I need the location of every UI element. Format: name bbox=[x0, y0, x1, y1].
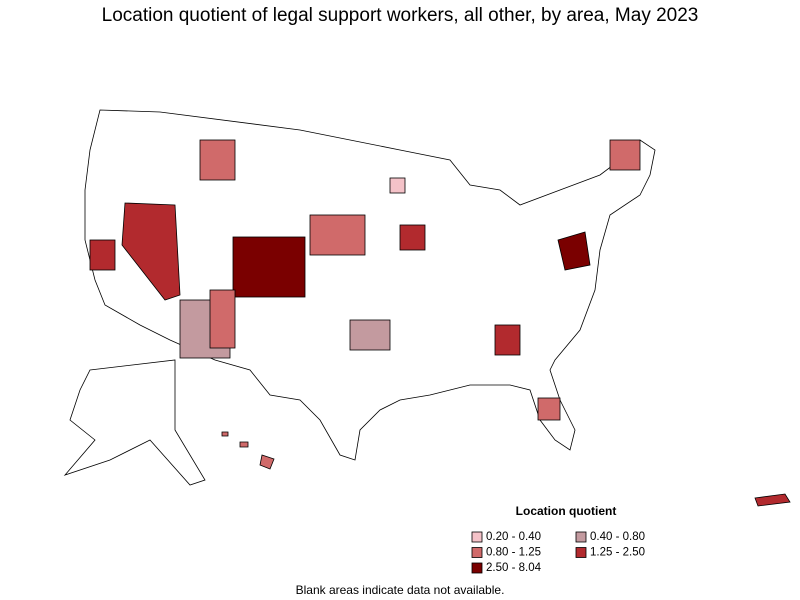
alaska bbox=[63, 359, 206, 486]
region bbox=[89, 239, 116, 271]
region bbox=[199, 139, 236, 181]
map-title: Location quotient of legal support worke… bbox=[102, 5, 699, 26]
puerto-rico bbox=[754, 493, 791, 507]
legend-swatch bbox=[575, 547, 587, 558]
us-map bbox=[63, 109, 791, 507]
legend-label: 0.40 - 0.80 bbox=[590, 531, 645, 543]
region bbox=[309, 214, 366, 256]
region bbox=[121, 202, 181, 301]
region bbox=[609, 139, 641, 171]
legend-swatch bbox=[575, 531, 587, 543]
legend-label: 1.25 - 2.50 bbox=[590, 547, 645, 559]
hawaii bbox=[221, 431, 275, 470]
region bbox=[209, 289, 236, 349]
footnote: Blank areas indicate data not available. bbox=[296, 583, 505, 597]
legend: Location quotient 0.20 - 0.40 0.40 - 0.80… bbox=[471, 504, 645, 574]
legend-title: Location quotient bbox=[516, 504, 617, 518]
legend-label: 2.50 - 8.04 bbox=[486, 562, 542, 574]
legend-swatch bbox=[471, 547, 483, 558]
legend-label: 0.80 - 1.25 bbox=[486, 547, 541, 559]
legend-swatch bbox=[471, 562, 483, 574]
region bbox=[399, 224, 426, 251]
region bbox=[557, 231, 591, 271]
legend-swatch bbox=[471, 531, 483, 543]
region bbox=[232, 236, 306, 298]
region bbox=[537, 397, 561, 421]
region bbox=[389, 177, 406, 194]
region bbox=[494, 324, 521, 356]
region bbox=[349, 319, 391, 351]
legend-label: 0.20 - 0.40 bbox=[486, 531, 541, 543]
